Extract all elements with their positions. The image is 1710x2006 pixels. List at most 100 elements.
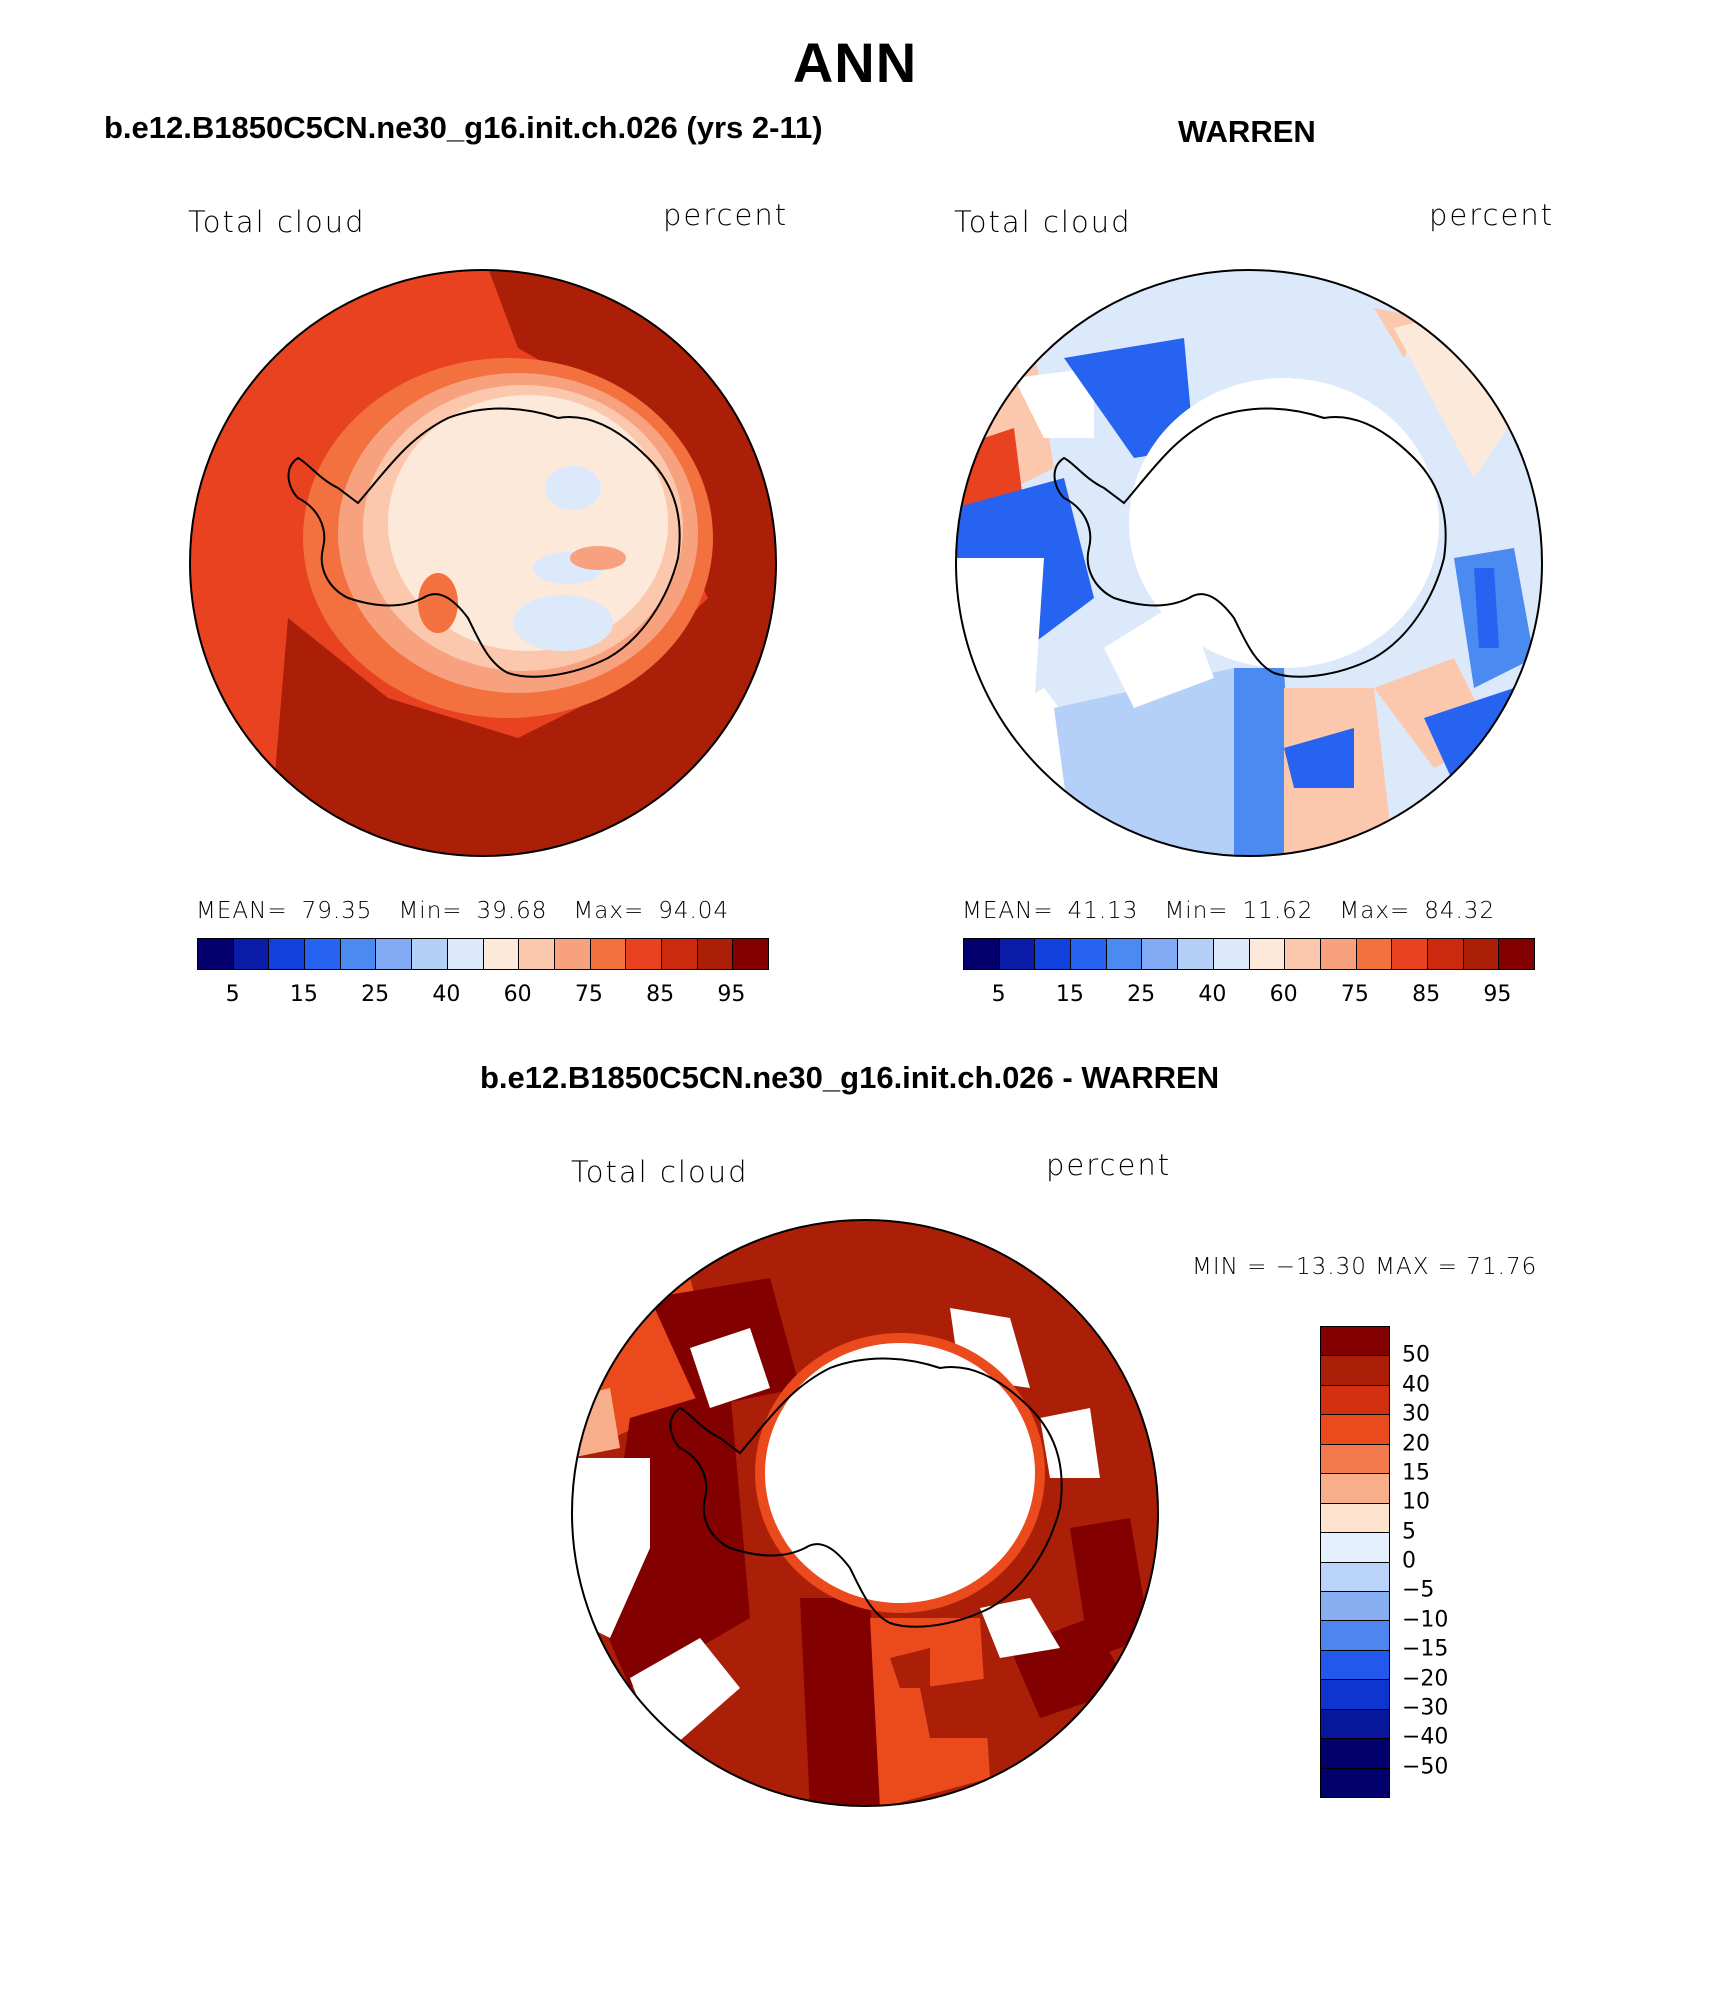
diff-colorbar-box bbox=[1321, 1562, 1389, 1592]
obs-stats: MEAN= 41.13 Min= 11.62 Max= 84.32 bbox=[962, 898, 1496, 924]
diff-colorbar-tick-label: 5 bbox=[1402, 1519, 1416, 1545]
model-colorbar-box bbox=[554, 939, 591, 969]
diff-polar-map bbox=[571, 1219, 1159, 1807]
diff-colorbar-tick-label: −20 bbox=[1402, 1666, 1449, 1691]
obs-colorbar-box bbox=[1499, 939, 1534, 969]
obs-colorbar-tick-label: 85 bbox=[1412, 982, 1441, 1007]
model-colorbar-tick-label: 40 bbox=[432, 982, 461, 1007]
model-colorbar-box bbox=[305, 939, 341, 969]
obs-colorbar-tick-label: 40 bbox=[1198, 982, 1227, 1007]
model-colorbar-box bbox=[376, 939, 413, 969]
diff-colorbar-box bbox=[1321, 1356, 1389, 1386]
obs-colorbar-box bbox=[1213, 939, 1250, 969]
diff-colorbar-box bbox=[1321, 1444, 1389, 1475]
antarctica-coastline bbox=[669, 1357, 1063, 1628]
obs-colorbar-ticks: 5 15 25 40 60 75 85 95 bbox=[963, 982, 1533, 1008]
obs-colorbar-box bbox=[1320, 939, 1357, 969]
diff-colorbar-tick-label: −5 bbox=[1402, 1577, 1435, 1603]
model-colorbar-tick-label: 5 bbox=[225, 982, 240, 1007]
diff-panel-title: b.e12.B1850C5CN.ne30_g16.init.ch.026 - W… bbox=[480, 1060, 1220, 1095]
obs-colorbar-box bbox=[1178, 939, 1214, 969]
diff-colorbar-box bbox=[1321, 1650, 1389, 1681]
diff-colorbar-tick-label: −10 bbox=[1402, 1607, 1449, 1633]
antarctica-coastline bbox=[1053, 407, 1447, 678]
diff-colorbar-box bbox=[1321, 1503, 1389, 1534]
diff-colorbar-tick-label: 0 bbox=[1402, 1548, 1416, 1574]
diff-colorbar-tick-label: 10 bbox=[1402, 1489, 1430, 1515]
diff-colorbar-tick-label: 15 bbox=[1402, 1460, 1430, 1486]
diff-colorbar-box bbox=[1321, 1680, 1389, 1710]
model-colorbar-box bbox=[626, 939, 662, 969]
diff-colorbar-box bbox=[1321, 1474, 1389, 1504]
diff-colorbar-box bbox=[1321, 1327, 1389, 1357]
diff-colorbar-tick-label: 20 bbox=[1402, 1431, 1430, 1456]
obs-colorbar-box bbox=[1071, 939, 1107, 969]
model-colorbar-box bbox=[733, 939, 768, 969]
obs-colorbar-tick-label: 95 bbox=[1483, 982, 1512, 1007]
model-colorbar-box bbox=[447, 939, 484, 969]
model-variable-label: Total cloud bbox=[188, 205, 366, 239]
diff-colorbar-box bbox=[1321, 1533, 1389, 1563]
model-colorbar-box bbox=[483, 939, 520, 969]
obs-colorbar-tick-label: 25 bbox=[1127, 982, 1156, 1007]
model-colorbar-box bbox=[198, 939, 234, 969]
diff-colorbar-tick-label: −30 bbox=[1402, 1695, 1449, 1721]
obs-units-label: percent bbox=[1429, 198, 1555, 232]
obs-colorbar-tick-label: 75 bbox=[1340, 982, 1369, 1007]
diff-colorbar-box bbox=[1321, 1385, 1389, 1416]
diff-colorbar-box bbox=[1321, 1709, 1389, 1740]
diff-colorbar-box bbox=[1321, 1621, 1389, 1651]
obs-colorbar-box bbox=[1392, 939, 1428, 969]
model-panel-title: b.e12.B1850C5CN.ne30_g16.init.ch.026 (yr… bbox=[104, 110, 823, 145]
obs-colorbar-box bbox=[1285, 939, 1321, 969]
diff-colorbar bbox=[1320, 1326, 1390, 1798]
obs-colorbar-tick-label: 15 bbox=[1055, 982, 1084, 1007]
obs-colorbar-box bbox=[1427, 939, 1464, 969]
model-colorbar-box bbox=[519, 939, 555, 969]
model-colorbar bbox=[197, 938, 769, 970]
model-colorbar-tick-label: 25 bbox=[361, 982, 390, 1007]
model-colorbar-tick-label: 60 bbox=[503, 982, 532, 1007]
obs-colorbar-box bbox=[1249, 939, 1286, 969]
model-colorbar-tick-label: 75 bbox=[574, 982, 603, 1007]
antarctica-coastline bbox=[287, 407, 681, 678]
obs-colorbar-tick-label: 60 bbox=[1269, 982, 1298, 1007]
model-stats: MEAN= 79.35 Min= 39.68 Max= 94.04 bbox=[196, 898, 730, 924]
obs-panel-title: WARREN bbox=[1178, 114, 1316, 149]
model-colorbar-tick-label: 95 bbox=[717, 982, 746, 1007]
diff-colorbar-tick-label: 40 bbox=[1402, 1372, 1430, 1398]
model-colorbar-box bbox=[233, 939, 270, 969]
model-colorbar-tick-label: 15 bbox=[289, 982, 318, 1007]
model-colorbar-tick-label: 85 bbox=[646, 982, 675, 1007]
diff-min-max: MIN = −13.30 MAX = 71.76 bbox=[1192, 1254, 1538, 1280]
model-units-label: percent bbox=[663, 198, 789, 232]
diff-colorbar-tick-label: 30 bbox=[1402, 1401, 1430, 1427]
diff-colorbar-tick-label: −40 bbox=[1402, 1724, 1449, 1750]
diff-units-label: percent bbox=[1046, 1148, 1172, 1182]
diff-colorbar-box bbox=[1321, 1768, 1389, 1797]
obs-variable-label: Total cloud bbox=[954, 205, 1132, 239]
diff-colorbar-tick-label: −15 bbox=[1402, 1636, 1449, 1662]
diff-colorbar-tick-label: −50 bbox=[1402, 1754, 1449, 1780]
obs-colorbar-box bbox=[964, 939, 1000, 969]
diff-colorbar-box bbox=[1321, 1415, 1389, 1445]
model-colorbar-box bbox=[340, 939, 377, 969]
diff-variable-label: Total cloud bbox=[571, 1155, 749, 1189]
model-colorbar-box bbox=[590, 939, 627, 969]
model-colorbar-box bbox=[269, 939, 306, 969]
obs-polar-map bbox=[955, 269, 1543, 857]
model-polar-map bbox=[189, 269, 777, 857]
model-colorbar-box bbox=[697, 939, 734, 969]
diff-colorbar-box bbox=[1321, 1591, 1389, 1622]
diff-colorbar-ticks: 50 40 30 20 15 10 5 0 −5 −10 −15 −20 −30 −40 −50 bbox=[1402, 1326, 1482, 1796]
model-colorbar-box bbox=[661, 939, 698, 969]
obs-colorbar-tick-label: 5 bbox=[991, 982, 1006, 1007]
model-colorbar-ticks: 5 15 25 40 60 75 85 95 bbox=[197, 982, 767, 1008]
figure-title: ANN bbox=[792, 31, 918, 94]
model-colorbar-box bbox=[412, 939, 448, 969]
obs-colorbar-box bbox=[999, 939, 1036, 969]
obs-colorbar bbox=[963, 938, 1535, 970]
obs-colorbar-box bbox=[1106, 939, 1143, 969]
obs-colorbar-box bbox=[1356, 939, 1393, 969]
obs-colorbar-box bbox=[1463, 939, 1500, 969]
